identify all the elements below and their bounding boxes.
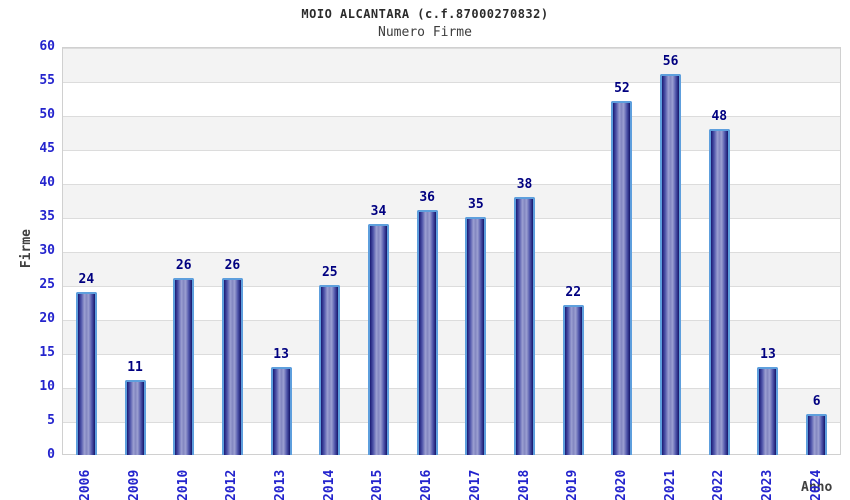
bar-2019 xyxy=(562,305,584,455)
x-tick-label: 2012 xyxy=(224,469,240,500)
bar-2018 xyxy=(514,196,536,455)
x-tick-label: 2014 xyxy=(321,469,337,500)
y-tick-label: 0 xyxy=(47,447,55,462)
x-tick-label: 2016 xyxy=(419,469,435,500)
bar-2012 xyxy=(221,278,243,455)
bar-2014 xyxy=(319,285,341,455)
y-tick-label: 20 xyxy=(39,311,55,326)
y-tick-label: 35 xyxy=(39,209,55,224)
bar-2022 xyxy=(708,128,730,455)
x-tick-label: 2020 xyxy=(613,469,629,500)
bar-2016 xyxy=(416,210,438,455)
bar-2023 xyxy=(757,366,779,455)
y-tick-label: 30 xyxy=(39,243,55,258)
y-tick-label: 50 xyxy=(39,107,55,122)
x-tick-label: 2010 xyxy=(175,469,191,500)
y-tick-label: 15 xyxy=(39,345,55,360)
x-tick-label: 2022 xyxy=(711,469,727,500)
x-tick-label: 2021 xyxy=(662,469,678,500)
y-tick-label: 55 xyxy=(39,73,55,88)
bar-2010 xyxy=(173,278,195,455)
bar-value-label: 13 xyxy=(760,346,776,362)
bar-2006 xyxy=(75,291,97,455)
chart-title: MOIO ALCANTARA (c.f.87000270832) xyxy=(301,7,549,21)
x-axis-label: Anno xyxy=(801,480,833,495)
chart-subtitle: Numero Firme xyxy=(378,25,472,40)
y-tick-label: 10 xyxy=(39,379,55,394)
y-tick-label: 45 xyxy=(39,141,55,156)
bar-value-label: 24 xyxy=(78,271,95,287)
x-tick-label: 2013 xyxy=(273,469,289,500)
bar-2015 xyxy=(367,223,389,455)
bar-2009 xyxy=(124,380,146,455)
y-tick-label: 60 xyxy=(39,39,55,54)
x-tick-label: 2009 xyxy=(127,469,143,500)
bar-value-label: 34 xyxy=(370,203,387,219)
bar-2017 xyxy=(465,217,487,455)
x-tick-label: 2024 xyxy=(808,469,824,500)
bar-value-label: 35 xyxy=(468,197,484,212)
y-tick-label: 5 xyxy=(47,413,55,428)
bar-value-label: 25 xyxy=(321,265,338,280)
bar-value-label: 38 xyxy=(516,176,533,192)
bar-2024 xyxy=(806,414,828,455)
x-tick-label: 2006 xyxy=(78,469,94,500)
bar-2013 xyxy=(270,366,292,455)
bar-value-label: 52 xyxy=(614,81,630,97)
y-tick-label: 25 xyxy=(39,277,55,292)
x-tick-label: 2015 xyxy=(370,469,386,500)
x-tick-label: 2019 xyxy=(565,469,581,500)
bar-value-label: 26 xyxy=(175,258,192,274)
bar-value-label: 22 xyxy=(565,285,582,301)
bar-2020 xyxy=(611,101,633,455)
bar-value-label: 56 xyxy=(662,54,679,70)
bar-value-label: 11 xyxy=(127,360,143,376)
bar-2021 xyxy=(660,74,682,455)
bar-value-label: 36 xyxy=(419,190,435,206)
x-tick-label: 2023 xyxy=(759,469,775,500)
x-tick-label: 2018 xyxy=(516,469,532,500)
bar-value-label: 48 xyxy=(711,108,728,124)
y-tick-label: 40 xyxy=(39,175,55,190)
bar-value-label: 6 xyxy=(812,394,821,410)
bar-value-label: 13 xyxy=(273,346,289,362)
x-tick-label: 2017 xyxy=(467,469,483,500)
bar-value-label: 26 xyxy=(224,258,241,274)
